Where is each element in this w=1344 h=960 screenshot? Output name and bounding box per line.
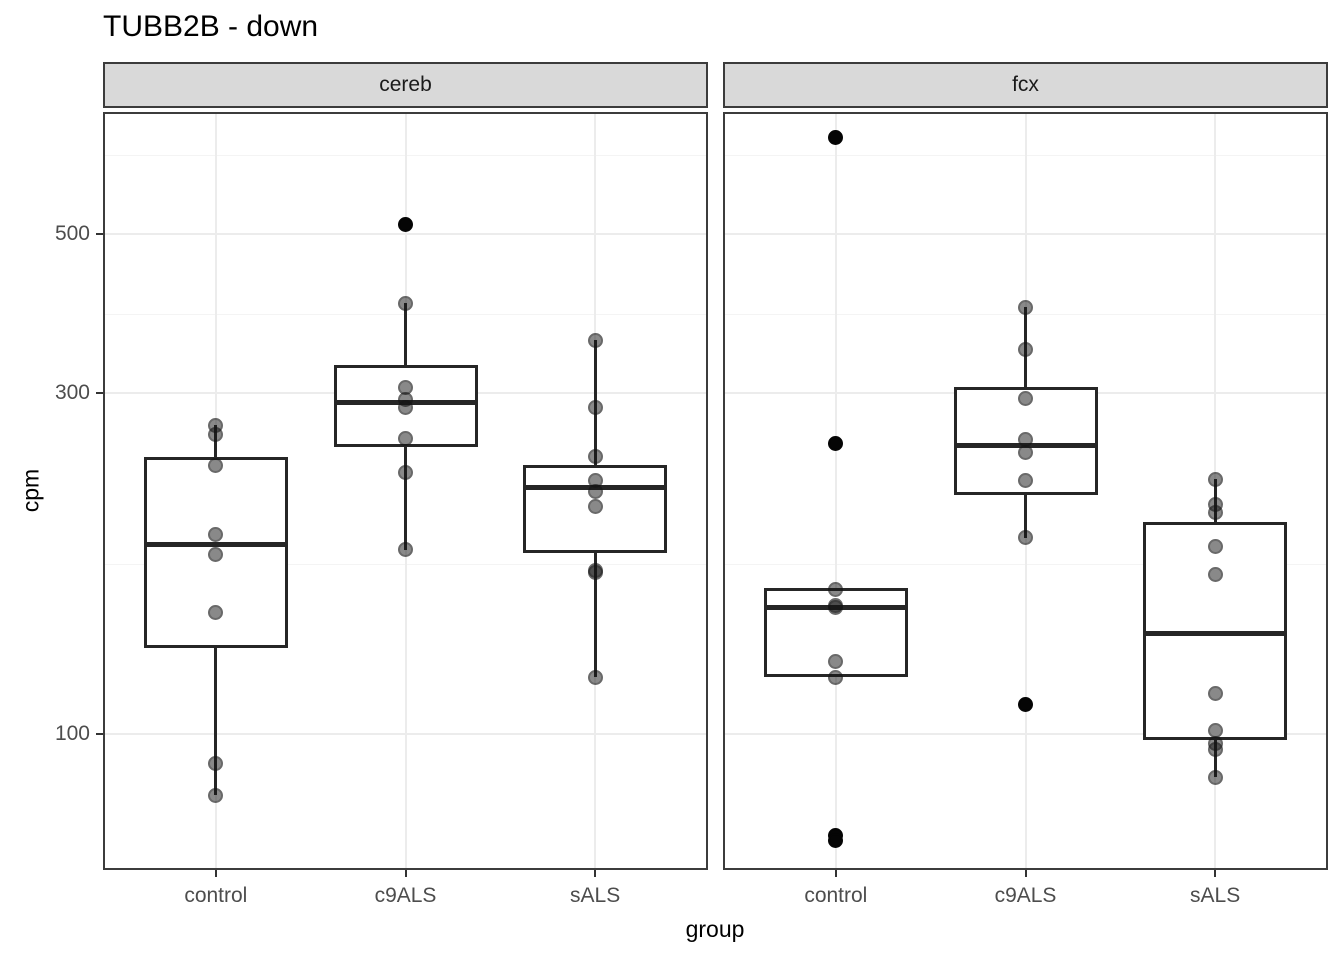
whisker-lower xyxy=(404,446,407,550)
data-point xyxy=(1207,769,1223,785)
x-tick-label: sALS xyxy=(1190,884,1241,907)
facet-strip-cereb: cereb xyxy=(103,62,708,108)
whisker-upper xyxy=(404,303,407,365)
data-point xyxy=(587,669,603,685)
data-point xyxy=(208,547,224,563)
data-point xyxy=(1018,445,1033,461)
x-tick-mark xyxy=(214,870,217,877)
data-point xyxy=(1207,471,1223,487)
data-point xyxy=(587,484,603,500)
data-point xyxy=(1018,530,1033,546)
x-tick-label: sALS xyxy=(570,884,621,907)
whisker-lower xyxy=(214,647,218,796)
outlier-point xyxy=(828,129,844,145)
data-point xyxy=(828,654,844,670)
data-point xyxy=(208,787,224,803)
data-point xyxy=(208,604,224,620)
data-point xyxy=(1018,391,1033,407)
outlier-point xyxy=(1018,696,1033,712)
data-point xyxy=(398,542,413,558)
x-tick-mark xyxy=(404,870,407,877)
data-point xyxy=(1207,742,1223,758)
data-point xyxy=(208,526,224,542)
y-tick-mark xyxy=(96,233,103,235)
data-point xyxy=(1207,685,1223,701)
x-tick-label: c9ALS xyxy=(374,884,437,907)
y-tick-label: 500 xyxy=(54,222,90,245)
outlier-point xyxy=(828,435,844,451)
data-point xyxy=(587,332,603,348)
data-point xyxy=(828,669,844,685)
data-point xyxy=(208,427,224,443)
data-point xyxy=(1018,299,1033,315)
boxplot-box xyxy=(1143,521,1288,741)
chart-title: TUBB2B - down xyxy=(103,10,319,43)
data-point xyxy=(828,600,844,616)
y-tick-mark xyxy=(96,391,103,394)
data-point xyxy=(1018,473,1033,489)
whisker-lower xyxy=(1024,494,1027,538)
data-point xyxy=(1207,504,1223,520)
data-point xyxy=(587,449,603,465)
data-point xyxy=(398,430,413,446)
data-point xyxy=(587,498,603,514)
x-tick-mark xyxy=(594,870,597,877)
data-point xyxy=(398,464,413,480)
data-point xyxy=(587,399,603,415)
whisker-lower xyxy=(593,552,597,678)
x-tick-label: control xyxy=(184,884,248,907)
data-point xyxy=(1018,341,1033,357)
gridline-vertical-major xyxy=(834,114,837,868)
facet-strip-fcx: fcx xyxy=(723,62,1328,108)
y-tick-label: 300 xyxy=(54,380,90,404)
data-point xyxy=(828,582,844,598)
x-tick-label: control xyxy=(804,884,868,907)
whisker-lower xyxy=(1213,740,1217,777)
facet-strip-label: fcx xyxy=(1012,73,1039,96)
data-point xyxy=(208,755,224,771)
x-axis-title: group xyxy=(685,916,745,942)
facet-strip-label: cereb xyxy=(379,73,432,96)
x-tick-label: c9ALS xyxy=(994,884,1057,907)
data-point xyxy=(1207,538,1223,554)
y-tick-mark xyxy=(96,732,103,735)
boxplot-median-line xyxy=(143,541,288,547)
data-point xyxy=(208,458,224,474)
x-tick-mark xyxy=(834,870,837,877)
data-point xyxy=(398,295,413,311)
boxplot-median-line xyxy=(1143,631,1288,637)
y-tick-label: 100 xyxy=(54,721,90,745)
y-axis-title: cpm xyxy=(17,468,44,513)
outlier-point xyxy=(828,832,844,848)
data-point xyxy=(587,565,603,581)
data-point xyxy=(398,399,413,415)
data-point xyxy=(1207,567,1223,583)
outlier-point xyxy=(398,217,413,233)
x-tick-mark xyxy=(1214,870,1217,877)
x-tick-mark xyxy=(1024,870,1027,877)
